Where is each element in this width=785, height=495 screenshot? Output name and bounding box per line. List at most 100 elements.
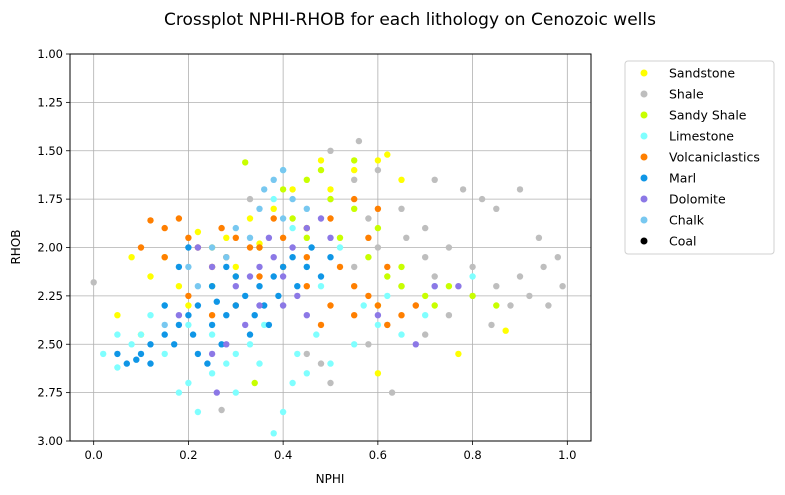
- data-point: [351, 205, 358, 212]
- data-point: [175, 263, 183, 271]
- data-point: [398, 205, 405, 212]
- data-point: [114, 364, 121, 371]
- data-point: [208, 263, 216, 271]
- data-point: [303, 224, 310, 232]
- data-point: [289, 244, 296, 251]
- data-point: [554, 254, 561, 261]
- x-axis-label: NPHI: [316, 472, 345, 486]
- data-point: [232, 302, 239, 309]
- data-point: [208, 331, 216, 338]
- data-point: [469, 273, 476, 280]
- data-point: [308, 244, 315, 251]
- data-point: [265, 234, 273, 241]
- data-point: [516, 273, 524, 280]
- data-point: [351, 312, 358, 319]
- legend-label: Limestone: [669, 129, 734, 144]
- y-tick-label: 3.00: [37, 434, 63, 448]
- data-point: [384, 151, 391, 158]
- data-point: [303, 283, 310, 290]
- data-point: [431, 176, 438, 183]
- data-point: [208, 283, 216, 290]
- data-point: [351, 195, 358, 203]
- data-point: [223, 234, 230, 241]
- data-point: [208, 350, 216, 358]
- data-point: [445, 283, 453, 290]
- legend-label: Coal: [669, 234, 697, 249]
- data-point: [232, 283, 239, 290]
- data-point: [294, 350, 301, 358]
- data-point: [194, 408, 202, 416]
- data-point: [279, 166, 287, 174]
- data-point: [270, 273, 277, 280]
- data-point: [275, 292, 282, 300]
- data-point: [526, 292, 533, 300]
- data-point: [336, 244, 344, 251]
- series-dolomite: [175, 215, 462, 396]
- legend-marker: [640, 69, 648, 77]
- data-point: [147, 341, 154, 348]
- data-point: [270, 176, 277, 183]
- data-point: [289, 186, 296, 193]
- data-point: [431, 273, 438, 280]
- data-point: [488, 321, 495, 329]
- data-point: [147, 273, 154, 280]
- data-point: [327, 215, 334, 222]
- data-point: [256, 360, 263, 367]
- data-point: [232, 273, 239, 280]
- data-point: [516, 186, 524, 193]
- data-point: [365, 234, 372, 241]
- data-point: [147, 312, 154, 319]
- data-point: [445, 244, 453, 251]
- data-point: [246, 234, 254, 241]
- data-point: [535, 234, 543, 241]
- data-point: [540, 263, 547, 271]
- data-point: [374, 205, 382, 212]
- data-point: [422, 331, 429, 338]
- data-point: [374, 244, 382, 251]
- data-point: [374, 370, 382, 377]
- data-point: [137, 331, 145, 338]
- data-point: [147, 217, 154, 224]
- data-point: [317, 157, 325, 164]
- data-point: [128, 341, 135, 348]
- legend-marker: [640, 195, 648, 203]
- data-point: [171, 341, 178, 348]
- legend-item: Marl: [640, 171, 696, 186]
- data-point: [279, 263, 287, 271]
- data-point: [384, 292, 391, 300]
- data-point: [194, 244, 202, 251]
- data-point: [185, 263, 192, 271]
- data-point: [256, 283, 263, 290]
- data-point: [175, 312, 183, 319]
- data-point: [175, 283, 183, 290]
- data-point: [303, 350, 310, 358]
- data-point: [194, 302, 202, 309]
- data-point: [261, 321, 268, 329]
- y-tick-label: 2.50: [37, 337, 63, 351]
- data-point: [185, 379, 192, 387]
- data-point: [327, 379, 334, 387]
- data-point: [398, 283, 405, 290]
- y-tick-label: 1.25: [37, 95, 63, 109]
- data-point: [303, 205, 310, 212]
- data-point: [374, 224, 382, 232]
- y-axis-label: RHOB: [9, 229, 23, 264]
- data-point: [270, 430, 277, 437]
- data-point: [223, 360, 230, 367]
- data-point: [133, 356, 140, 363]
- legend-label: Chalk: [669, 213, 705, 228]
- data-point: [327, 186, 334, 193]
- data-point: [279, 234, 287, 241]
- data-point: [232, 389, 239, 396]
- data-point: [261, 302, 268, 309]
- data-point: [493, 205, 500, 212]
- data-point: [398, 176, 405, 183]
- data-point: [502, 327, 509, 334]
- data-point: [185, 244, 192, 251]
- data-point: [327, 254, 334, 261]
- data-point: [365, 215, 372, 222]
- data-point: [270, 195, 277, 203]
- data-point: [469, 263, 476, 271]
- data-point: [246, 244, 254, 251]
